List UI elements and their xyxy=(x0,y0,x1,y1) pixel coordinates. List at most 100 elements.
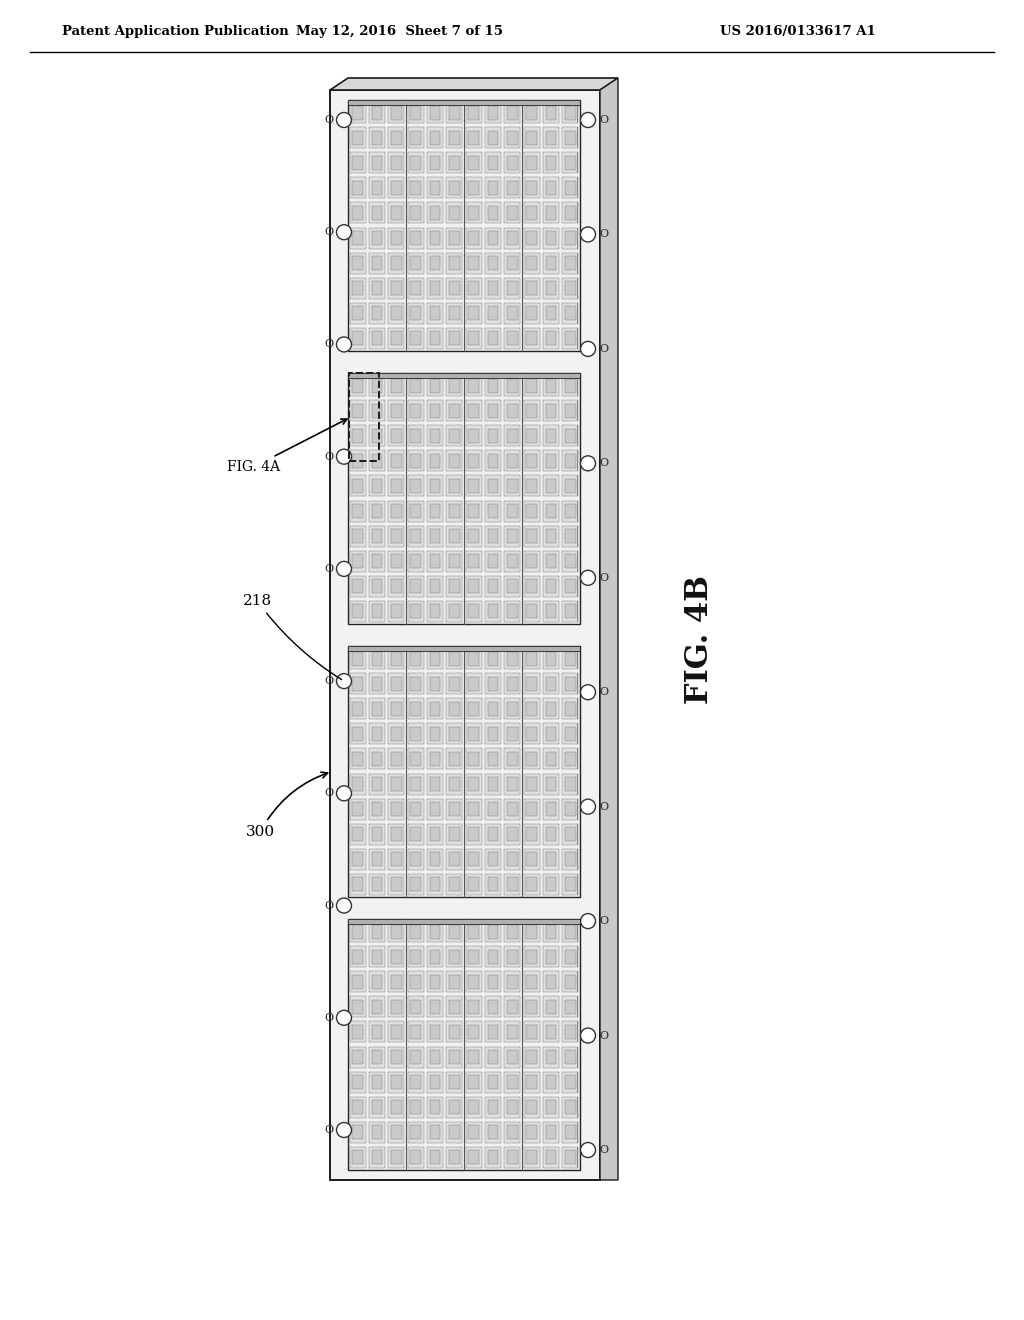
Bar xyxy=(565,156,575,170)
Bar xyxy=(543,774,559,795)
Bar xyxy=(543,252,559,273)
Bar xyxy=(546,878,556,891)
Bar xyxy=(523,1147,540,1168)
Text: FIG. 4A: FIG. 4A xyxy=(227,418,347,474)
Bar xyxy=(408,302,424,323)
Bar xyxy=(446,601,463,622)
Bar xyxy=(577,874,579,895)
Bar xyxy=(348,919,580,924)
Bar xyxy=(391,924,401,939)
Bar xyxy=(504,849,520,870)
Bar xyxy=(388,698,404,719)
Bar xyxy=(504,774,520,795)
Bar xyxy=(565,131,575,145)
Bar xyxy=(449,677,460,690)
Bar xyxy=(577,576,579,597)
Bar xyxy=(411,949,421,964)
Bar xyxy=(485,177,501,198)
Bar xyxy=(372,727,382,741)
Bar xyxy=(577,824,579,845)
Bar xyxy=(349,748,366,770)
Bar xyxy=(485,525,501,546)
Bar xyxy=(523,648,540,669)
Bar xyxy=(504,450,520,471)
Text: O: O xyxy=(325,1125,334,1135)
Bar xyxy=(427,648,443,669)
Bar xyxy=(449,379,460,392)
Bar xyxy=(565,504,575,517)
Bar xyxy=(468,605,479,619)
Bar xyxy=(485,450,501,471)
Bar xyxy=(543,1072,559,1093)
Bar xyxy=(391,777,401,791)
Bar xyxy=(543,824,559,845)
Bar xyxy=(577,799,579,820)
Bar xyxy=(468,281,479,296)
Bar xyxy=(577,425,579,446)
Bar xyxy=(485,227,501,248)
Bar xyxy=(348,645,580,898)
Bar xyxy=(369,774,385,795)
Bar xyxy=(446,824,463,845)
Bar xyxy=(562,127,579,148)
Bar xyxy=(485,874,501,895)
Bar xyxy=(562,921,579,942)
Bar xyxy=(543,874,559,895)
Bar xyxy=(504,475,520,496)
Bar xyxy=(449,331,460,346)
Bar xyxy=(577,327,579,348)
Bar xyxy=(411,999,421,1014)
Bar xyxy=(391,803,401,816)
Bar xyxy=(427,601,443,622)
Bar xyxy=(349,601,366,622)
Bar xyxy=(487,974,499,989)
Bar xyxy=(485,1022,501,1043)
Bar xyxy=(504,997,520,1018)
Bar xyxy=(408,673,424,694)
Bar xyxy=(487,479,499,492)
Bar xyxy=(565,429,575,442)
Bar xyxy=(391,454,401,467)
Bar xyxy=(411,1074,421,1089)
Bar xyxy=(411,156,421,170)
Bar xyxy=(466,475,481,496)
Bar xyxy=(349,127,366,148)
Bar xyxy=(562,1147,579,1168)
Bar xyxy=(408,375,424,396)
Bar xyxy=(565,331,575,346)
Bar xyxy=(507,106,518,120)
Bar xyxy=(546,702,556,715)
Bar xyxy=(408,972,424,993)
Bar xyxy=(430,1024,440,1039)
Bar xyxy=(391,999,401,1014)
Bar xyxy=(487,231,499,246)
Bar xyxy=(372,974,382,989)
Bar xyxy=(430,131,440,145)
Bar xyxy=(526,924,537,939)
Bar xyxy=(348,100,580,104)
Bar xyxy=(411,974,421,989)
Bar xyxy=(446,302,463,323)
Bar xyxy=(543,1097,559,1118)
Circle shape xyxy=(581,1028,596,1043)
Bar xyxy=(352,949,364,964)
Bar xyxy=(543,127,559,148)
Bar xyxy=(446,799,463,820)
Bar xyxy=(487,554,499,569)
Bar xyxy=(411,281,421,296)
Bar xyxy=(504,327,520,348)
Bar xyxy=(507,677,518,690)
Bar xyxy=(526,803,537,816)
Bar xyxy=(577,946,579,968)
Bar xyxy=(523,1072,540,1093)
Bar xyxy=(349,673,366,694)
Bar xyxy=(468,504,479,517)
Bar xyxy=(565,652,575,665)
Bar xyxy=(372,1049,382,1064)
Bar xyxy=(408,1022,424,1043)
Bar xyxy=(372,853,382,866)
Bar xyxy=(485,252,501,273)
Bar xyxy=(349,799,366,820)
Bar xyxy=(449,106,460,120)
Bar xyxy=(546,554,556,569)
